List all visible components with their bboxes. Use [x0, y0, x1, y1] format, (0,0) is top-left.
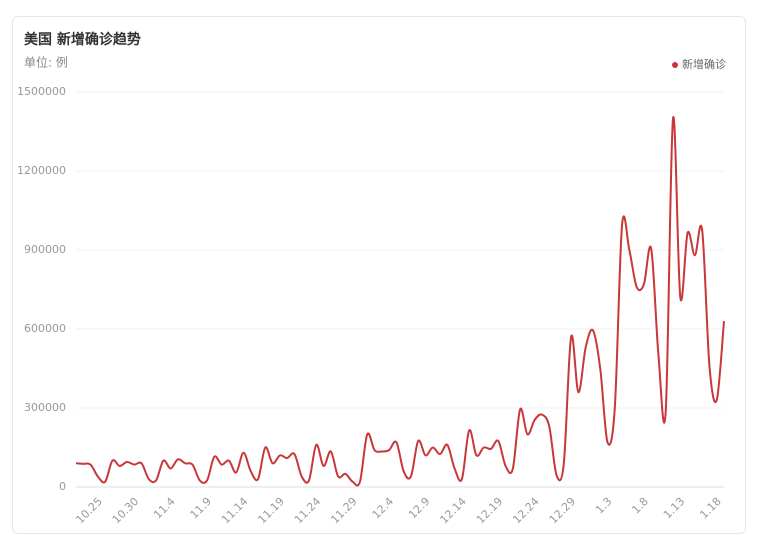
card	[12, 16, 746, 534]
y-tick-label: 300000	[24, 401, 66, 414]
x-tick-label: 11.24	[292, 495, 323, 526]
x-tick-label: 1.18	[697, 495, 724, 522]
y-tick-label: 0	[59, 480, 66, 493]
y-tick-label: 1500000	[17, 85, 66, 98]
x-tick-label: 12.9	[406, 495, 433, 522]
y-tick-label: 900000	[24, 243, 66, 256]
x-tick-label: 10.25	[73, 495, 104, 526]
x-tick-label: 12.4	[370, 495, 397, 522]
x-tick-label: 12.29	[547, 495, 578, 526]
legend-marker	[672, 62, 678, 68]
y-tick-label: 600000	[24, 322, 66, 335]
x-tick-label: 12.14	[437, 495, 468, 526]
legend-label: 新增确诊	[682, 57, 726, 71]
line-series	[75, 116, 725, 487]
x-tick-label: 12.24	[510, 495, 541, 526]
x-tick-label: 11.14	[219, 495, 250, 526]
chart-title: 美国 新增确诊趋势	[24, 31, 141, 48]
x-tick-label: 1.3	[593, 495, 615, 517]
x-tick-label: 1.8	[629, 495, 651, 517]
x-tick-label: 12.19	[474, 495, 505, 526]
chart-subtitle: 单位: 例	[24, 55, 68, 70]
y-tick-label: 1200000	[17, 164, 66, 177]
x-tick-label: 1.13	[661, 495, 688, 522]
x-tick-label: 10.30	[110, 495, 141, 526]
x-tick-label: 11.19	[255, 495, 286, 526]
x-tick-label: 11.9	[188, 495, 215, 522]
x-tick-label: 11.29	[328, 495, 359, 526]
x-tick-label: 11.4	[151, 495, 178, 522]
